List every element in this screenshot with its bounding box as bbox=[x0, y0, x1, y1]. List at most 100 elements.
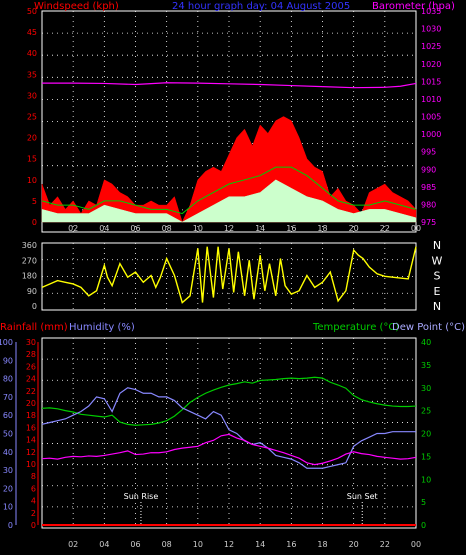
humidity-y-tick: 60 bbox=[3, 411, 13, 420]
baro-y-tick: 1000 bbox=[421, 130, 441, 139]
wind-y-tick: 25 bbox=[27, 113, 37, 122]
direction-line bbox=[41, 246, 417, 304]
humidity-line bbox=[41, 387, 416, 469]
temp-right-ticks: 0 5 10 15 20 25 30 35 40 bbox=[421, 338, 431, 530]
rainfall-y-tick: 12 bbox=[26, 448, 36, 457]
temp-x-ticks: 02 04 06 08 10 12 14 16 18 20 22 00 bbox=[68, 540, 421, 549]
humidity-y-tick: 70 bbox=[3, 393, 13, 402]
rainfall-y-tick: 20 bbox=[26, 399, 36, 408]
temp-y-tick: 30 bbox=[421, 384, 431, 393]
temp-series bbox=[41, 376, 417, 526]
rainfall-y-tick: 22 bbox=[26, 387, 36, 396]
baro-y-tick: 1020 bbox=[421, 60, 441, 69]
rainfall-y-tick: 30 bbox=[26, 338, 36, 347]
wind-x-tick: 00 bbox=[411, 224, 421, 233]
baro-y-tick: 975 bbox=[421, 218, 436, 227]
humidity-ticks: 0 10 20 30 40 50 60 70 80 90 100 bbox=[0, 338, 17, 530]
wind-y-tick: 45 bbox=[27, 28, 37, 37]
sun-set-label: Sun Set bbox=[347, 492, 378, 501]
humidity-y-tick: 20 bbox=[3, 484, 13, 493]
wind-x-tick: 16 bbox=[286, 224, 296, 233]
rainfall-y-tick: 24 bbox=[26, 375, 36, 384]
wind-y-tick: 5 bbox=[32, 197, 37, 206]
wind-x-tick: 08 bbox=[162, 224, 172, 233]
direction-grid bbox=[42, 243, 416, 310]
baro-y-tick: 1035 bbox=[421, 7, 441, 16]
direction-y-tick: 90 bbox=[27, 287, 37, 296]
temp-y-tick: 25 bbox=[421, 407, 431, 416]
direction-y-tick: 360 bbox=[22, 241, 37, 250]
rainfall-y-tick: 8 bbox=[31, 472, 36, 481]
temp-x-tick: 02 bbox=[68, 540, 78, 549]
wind-x-tick: 18 bbox=[317, 224, 327, 233]
temp-x-tick: 00 bbox=[411, 540, 421, 549]
barometer-line bbox=[42, 82, 417, 89]
wind-y-tick: 0 bbox=[32, 218, 37, 227]
baro-y-tick: 1010 bbox=[421, 95, 441, 104]
windspeed-area bbox=[41, 116, 417, 223]
humidity-y-tick: 0 bbox=[8, 521, 13, 530]
humidity-y-tick: 90 bbox=[3, 356, 13, 365]
rainfall-y-tick: 10 bbox=[26, 460, 36, 469]
wind-chart-title: 24 hour graph day: 04 August 2005 bbox=[172, 1, 350, 12]
dewpoint-axis-label: Dew Point (°C) bbox=[392, 322, 465, 333]
temp-y-tick: 0 bbox=[421, 521, 426, 530]
temp-y-tick: 5 bbox=[421, 498, 426, 507]
wind-series bbox=[41, 82, 417, 223]
temp-x-tick: 14 bbox=[255, 540, 265, 549]
wind-right-axis-label: Barometer (hpa) bbox=[372, 1, 455, 12]
wind-y-tick: 20 bbox=[27, 134, 37, 143]
baro-y-tick: 1005 bbox=[421, 113, 441, 122]
wind-y-tick: 30 bbox=[27, 91, 37, 100]
wind-x-tick: 02 bbox=[68, 224, 78, 233]
dewpoint-line bbox=[41, 433, 417, 466]
wind-x-tick: 04 bbox=[99, 224, 109, 233]
temp-x-tick: 16 bbox=[286, 540, 296, 549]
wind-right-ticks: 975 980 985 990 995 1000 1005 1010 1015 1020 1025 1… bbox=[421, 7, 441, 227]
temp-x-tick: 06 bbox=[130, 540, 140, 549]
temperature-line bbox=[41, 376, 417, 426]
wind-left-axis-label: Windspeed (kph) bbox=[34, 1, 119, 12]
wind-y-tick: 15 bbox=[27, 155, 37, 164]
humidity-y-tick: 100 bbox=[0, 338, 13, 347]
wind-x-tick: 22 bbox=[380, 224, 390, 233]
temp-x-tick: 10 bbox=[193, 540, 203, 549]
rainfall-y-tick: 0 bbox=[31, 521, 36, 530]
wind-y-tick: 10 bbox=[27, 176, 37, 185]
wind-x-tick: 06 bbox=[130, 224, 140, 233]
temp-x-tick: 04 bbox=[99, 540, 109, 549]
wind-y-tick: 40 bbox=[27, 49, 37, 58]
rainfall-y-tick: 2 bbox=[31, 509, 36, 518]
rainfall-axis-label: Rainfall (mm) bbox=[0, 322, 68, 333]
temp-y-tick: 35 bbox=[421, 361, 431, 370]
direction-left-ticks: 0 90 180 270 360 bbox=[22, 241, 37, 311]
baro-y-tick: 990 bbox=[421, 165, 436, 174]
rainfall-y-tick: 6 bbox=[31, 484, 36, 493]
gust-area bbox=[41, 179, 417, 223]
temp-x-tick: 18 bbox=[317, 540, 327, 549]
direction-series bbox=[41, 246, 417, 304]
temp-x-tick: 12 bbox=[224, 540, 234, 549]
rainfall-y-tick: 14 bbox=[26, 436, 36, 445]
temp-y-tick: 15 bbox=[421, 452, 431, 461]
baro-y-tick: 1015 bbox=[421, 77, 441, 86]
humidity-y-tick: 40 bbox=[3, 448, 13, 457]
direction-y-tick: 0 bbox=[32, 302, 37, 311]
wind-x-tick: 12 bbox=[224, 224, 234, 233]
temp-y-tick: 10 bbox=[421, 475, 431, 484]
average-line bbox=[41, 166, 417, 215]
temperature-axis-label: Temperature (°C) bbox=[312, 322, 399, 333]
compass-label: N bbox=[433, 239, 441, 252]
temp-x-tick: 22 bbox=[380, 540, 390, 549]
temp-x-tick: 20 bbox=[349, 540, 359, 549]
rainfall-y-tick: 26 bbox=[26, 362, 36, 371]
wind-y-tick: 50 bbox=[27, 7, 37, 16]
sun-rise-label: Sun Rise bbox=[124, 492, 159, 501]
temp-y-tick: 20 bbox=[421, 430, 431, 439]
temp-y-tick: 40 bbox=[421, 338, 431, 347]
